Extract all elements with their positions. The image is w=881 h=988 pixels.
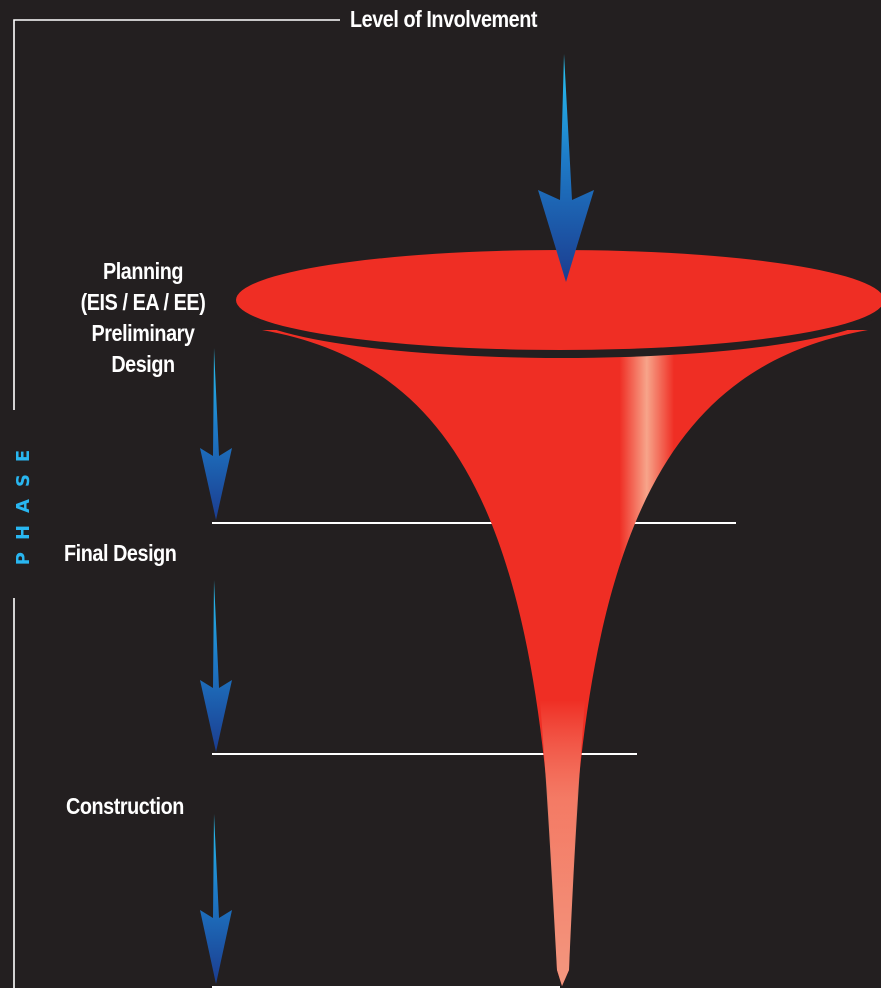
phase-label-final-design: Final Design [64,540,177,566]
planning-line-4: Design [111,351,175,377]
phase-label-construction: Construction [66,793,184,819]
phase-axis-label: PHASE [12,416,36,586]
diagram-title: Level of Involvement [350,6,538,32]
planning-line-3: Preliminary [91,320,195,346]
planning-line-1: Planning [102,258,184,284]
planning-line-2: (EIS / EA / EE) [80,289,206,315]
phase-bracket [13,19,340,988]
phase-axis-text: PHASE [13,437,35,565]
phase-label-planning: Planning (EIS / EA / EE) Preliminary Des… [63,256,223,380]
phase-arrow-planning [200,348,232,520]
funnel-rim [236,250,881,350]
involvement-arrow [538,54,594,282]
phase-arrow-construction [200,814,232,984]
phase-arrow-final-design [200,580,232,752]
funnel-body [262,330,868,986]
funnel-stem [540,700,585,986]
